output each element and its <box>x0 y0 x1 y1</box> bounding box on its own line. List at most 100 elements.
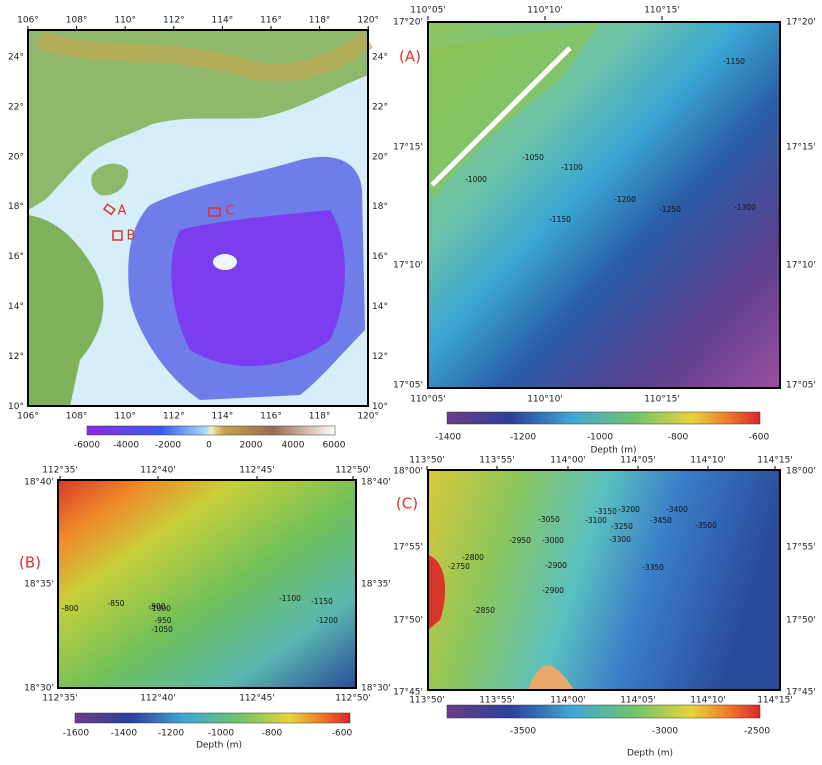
lat-label: 14° <box>8 302 24 312</box>
colorbar-label: -1200 <box>158 729 184 739</box>
reef <box>213 254 237 270</box>
contour-label: -2750 <box>448 562 470 571</box>
colorbar-title: Depth (m) <box>627 749 673 759</box>
colorbar-label: -1000 <box>208 729 234 739</box>
lon-label: 110° <box>114 16 136 26</box>
colorbar-label: -4000 <box>113 441 139 451</box>
lon-label: 114°05' <box>620 456 656 466</box>
contour-label: -1200 <box>316 616 338 625</box>
lon-label: 112°40' <box>140 694 176 704</box>
lon-label: 114°10' <box>690 456 726 466</box>
lon-label: 112° <box>163 16 185 26</box>
contour-label: -3150 <box>595 507 617 516</box>
overview-map <box>27 29 374 436</box>
colorbar-title: Depth (m) <box>196 741 242 751</box>
lat-label: 10° <box>8 402 24 412</box>
lon-label: 106° <box>17 16 39 26</box>
colorbar-label: -800 <box>262 729 283 739</box>
lon-label: 113°50' <box>409 696 445 706</box>
colorbar-label: -6000 <box>74 441 100 451</box>
site-label: B <box>127 229 136 244</box>
lat-label: 18°00' <box>786 467 816 477</box>
colorbar-label: -1600 <box>63 729 89 739</box>
colorbar-label: -600 <box>749 433 770 443</box>
lat-label: 17°10' <box>786 261 816 271</box>
lat-label: 18° <box>372 202 388 212</box>
colorbar-label: 6000 <box>323 441 346 451</box>
contour-label: -3000 <box>542 536 564 545</box>
colorbar-label: -3000 <box>652 727 678 737</box>
colorbar-label: -2500 <box>744 727 770 737</box>
lat-label: 17°15' <box>786 143 816 153</box>
lon-label: 113°50' <box>409 456 445 466</box>
frame <box>427 469 781 691</box>
contour-label: -1250 <box>659 205 681 214</box>
survey-line <box>430 46 572 187</box>
lat-label: 17°50' <box>393 616 423 626</box>
lat-label: 22° <box>372 102 388 112</box>
lat-label: 17°20' <box>786 18 816 28</box>
lon-label: 110°05' <box>410 6 446 16</box>
colorbar-label: -1000 <box>587 433 613 443</box>
lon-label: 108° <box>66 16 88 26</box>
lon-label: 118° <box>309 412 331 422</box>
lat-label: 17°55' <box>786 543 816 553</box>
colorbar <box>74 712 351 724</box>
lat-label: 12° <box>372 352 388 362</box>
contour-label: -3350 <box>642 563 664 572</box>
contour-label: -900 <box>148 602 165 611</box>
lat-label: 20° <box>372 152 388 162</box>
lat-label: 12° <box>8 352 24 362</box>
lon-label: 112°50' <box>335 466 371 476</box>
panel-c-map <box>428 470 780 690</box>
contour-label: -1150 <box>549 215 571 224</box>
contour-label: -800 <box>61 604 78 613</box>
lat-label: 24° <box>372 53 388 63</box>
contour-label: -1150 <box>723 57 745 66</box>
lat-label: 17°05' <box>786 381 816 391</box>
lon-label: 118° <box>309 16 331 26</box>
site-box <box>102 203 116 216</box>
lon-label: 120° <box>357 412 379 422</box>
lon-label: 114°00' <box>550 696 586 706</box>
lat-label: 18°40' <box>24 478 54 488</box>
lon-label: 113°55' <box>479 696 515 706</box>
colorbar-title: Depth (m) <box>590 446 636 456</box>
lat-label: 17°45' <box>393 688 423 698</box>
lon-label: 110°10' <box>527 6 563 16</box>
contour-label: -3250 <box>611 522 633 531</box>
lat-label: 18°00' <box>393 467 423 477</box>
contour-label: -3050 <box>538 515 560 524</box>
lat-label: 18°30' <box>24 684 54 694</box>
panel-label: (A) <box>399 48 421 66</box>
lat-label: 18° <box>8 202 24 212</box>
site-label: A <box>118 204 127 219</box>
land <box>28 215 104 406</box>
lat-label: 17°05' <box>393 381 423 391</box>
high <box>428 555 446 630</box>
lon-label: 114°05' <box>620 696 656 706</box>
colorbar-label: -1200 <box>510 433 536 443</box>
lat-label: 17°50' <box>786 616 816 626</box>
lon-label: 108° <box>66 412 88 422</box>
contour-label: -1200 <box>614 195 636 204</box>
lon-label: 112°45' <box>239 694 275 704</box>
contour-label: -850 <box>107 599 124 608</box>
abyssal-plain <box>171 210 345 367</box>
lon-label: 110° <box>114 412 136 422</box>
site-box <box>112 230 123 241</box>
contour-label: -2900 <box>542 586 564 595</box>
lon-label: 114°15' <box>757 456 793 466</box>
lon-label: 114°15' <box>757 696 793 706</box>
panel-label: (C) <box>396 495 418 513</box>
colorbar <box>446 704 761 719</box>
lat-label: 22° <box>8 102 24 112</box>
colorbar-label: 2000 <box>240 441 263 451</box>
lat-label: 17°15' <box>393 143 423 153</box>
contour-label: -1100 <box>279 594 301 603</box>
high <box>528 665 575 690</box>
lat-label: 24° <box>8 53 24 63</box>
lat-label: 20° <box>8 152 24 162</box>
lon-label: 113°55' <box>479 456 515 466</box>
colorbar-label: -800 <box>668 433 689 443</box>
